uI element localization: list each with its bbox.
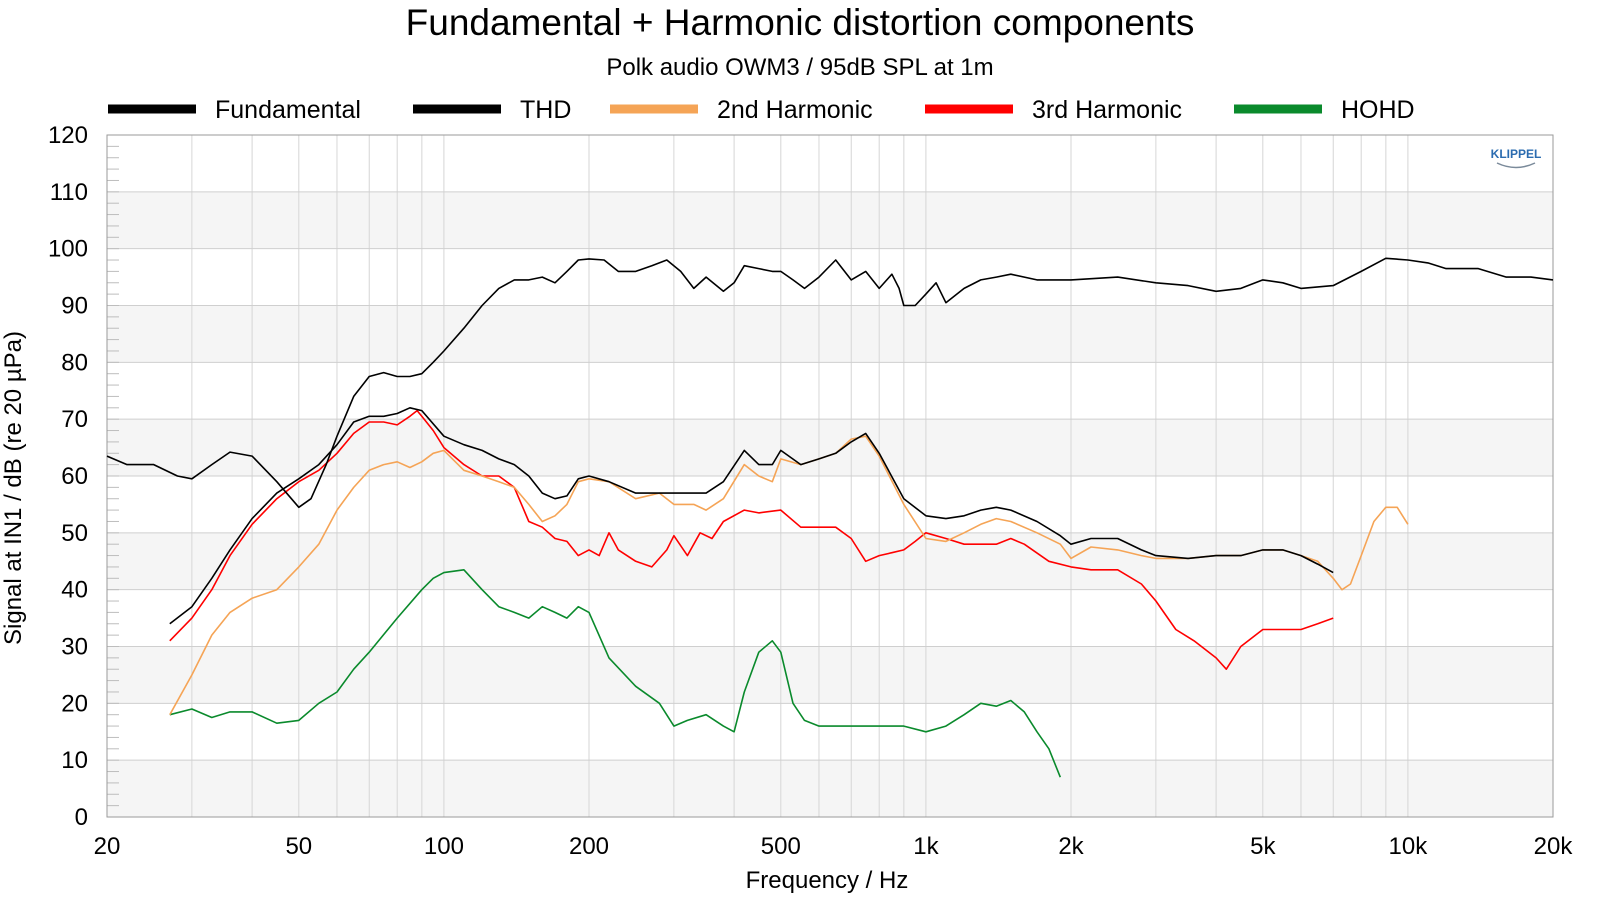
- y-tick-label: 50: [61, 520, 88, 547]
- legend-label: 3rd Harmonic: [1032, 96, 1182, 124]
- logo-swoosh-icon: [1496, 162, 1536, 169]
- axes: 0 10 20 30 40 50 60 70 80 90 100 110 120 20 50 100 200 50…: [48, 122, 1573, 860]
- 3rd-harmonic-line: [169, 409, 1334, 670]
- plot-band: [107, 191, 1553, 249]
- y-tick-label: 0: [75, 804, 88, 831]
- x-tick-label: 1k: [913, 833, 939, 860]
- klippel-logo-text: KLIPPEL: [1491, 147, 1542, 161]
- y-tick-label: 90: [61, 293, 88, 320]
- klippel-logo: KLIPPEL: [1491, 147, 1542, 169]
- x-tick-label: 200: [569, 833, 609, 860]
- legend-label: Fundamental: [215, 96, 361, 124]
- x-tick-label: 100: [424, 833, 464, 860]
- x-tick-label: 20k: [1534, 833, 1574, 860]
- thd-line: [169, 407, 1334, 625]
- x-axis-label: Frequency / Hz: [746, 867, 909, 894]
- y-tick-label: 10: [61, 747, 88, 774]
- y-tick-label: 110: [50, 179, 88, 206]
- y-tick-label: 70: [61, 406, 88, 433]
- x-tick-label: 10k: [1389, 833, 1429, 860]
- plot-frame: [106, 134, 1554, 818]
- hohd-line: [169, 569, 1062, 778]
- x-tick-label: 50: [285, 833, 312, 860]
- x-tick-label: 5k: [1250, 833, 1276, 860]
- legend-label: HOHD: [1341, 96, 1415, 124]
- x-tick-label: 500: [761, 833, 801, 860]
- y-tick-label: 20: [61, 690, 88, 717]
- chart-subtitle: Polk audio OWM3 / 95dB SPL at 1m: [606, 54, 994, 81]
- x-tick-label: 2k: [1058, 833, 1084, 860]
- chart-title: Fundamental + Harmonic distortion compon…: [405, 2, 1195, 43]
- x-tick-label: 20: [94, 833, 121, 860]
- legend: Fundamental THD 2nd Harmonic 3rd Harmonic HO…: [108, 96, 1415, 124]
- plot-band: [107, 419, 1553, 476]
- legend-label: THD: [520, 96, 571, 124]
- y-axis-label: Signal at IN1 / dB (re 20 µPa): [0, 331, 27, 645]
- y-tick-label: 80: [61, 349, 88, 376]
- legend-label: 2nd Harmonic: [717, 96, 873, 124]
- y-tick-label: 60: [61, 463, 88, 490]
- y-tick-label: 40: [61, 577, 88, 604]
- plot-band: [107, 760, 1553, 817]
- series-lines: [106, 257, 1554, 778]
- fundamental-line: [106, 257, 1554, 509]
- y-tick-label: 100: [48, 236, 88, 263]
- plot-band: [107, 646, 1553, 704]
- plot-band: [107, 305, 1553, 363]
- y-tick-label: 30: [61, 634, 88, 661]
- y-tick-label: 120: [48, 122, 88, 149]
